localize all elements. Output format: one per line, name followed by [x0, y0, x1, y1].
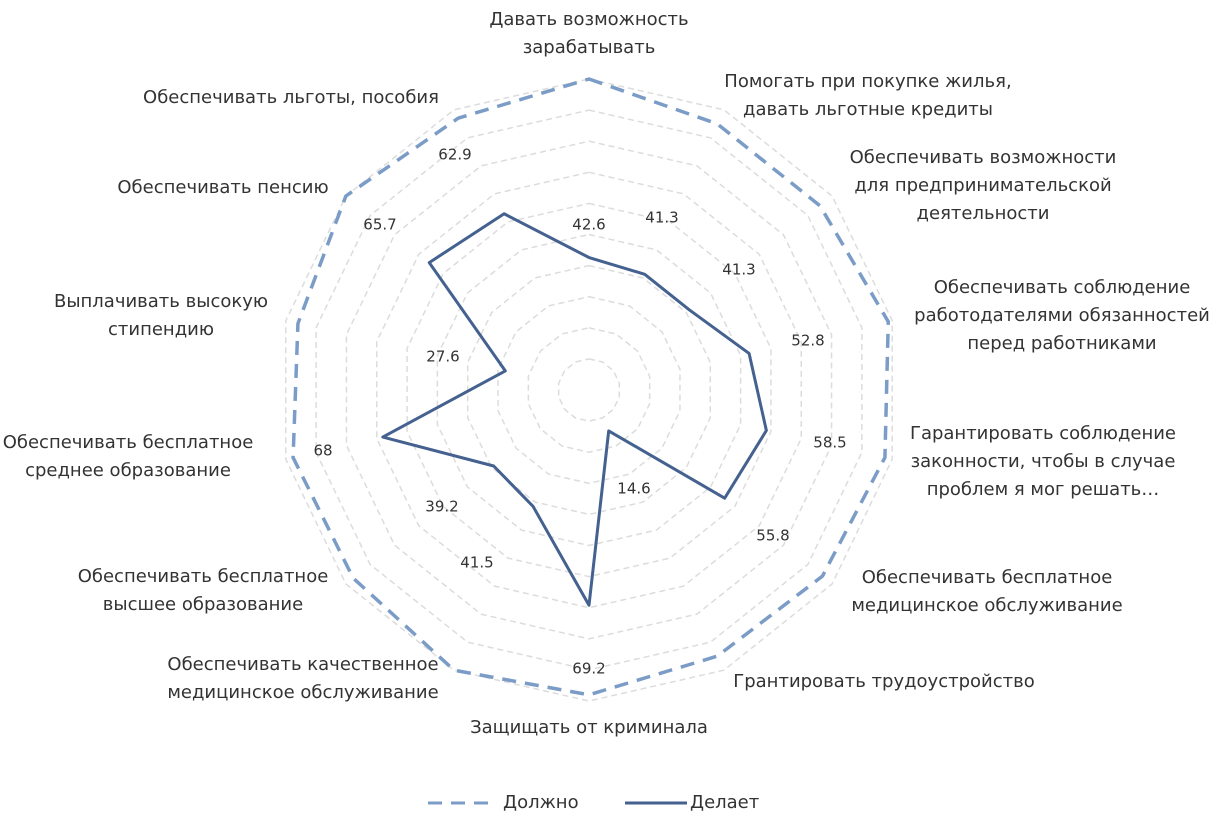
- grid-ring: [497, 295, 681, 485]
- category-label: Обеспечивать пенсию: [117, 177, 328, 198]
- category-label: Грантировать трудоустройство: [733, 671, 1034, 692]
- category-label: Обеспечивать возможности для предпринимат…: [850, 147, 1117, 224]
- category-label: Обеспечивать бесплатное высшее образовани…: [78, 566, 329, 615]
- category-label: Обеспечивать бесплатное медицинское обслу…: [851, 567, 1122, 616]
- data-label: 62.9: [438, 146, 471, 164]
- category-label: Обеспечивать соблюдение работодателями об…: [914, 277, 1210, 354]
- category-label: Защищать от криминала: [470, 717, 708, 738]
- grid-ring: [285, 78, 893, 702]
- data-label: 52.8: [791, 332, 824, 350]
- grid-ring: [557, 358, 621, 422]
- data-label: 69.2: [572, 660, 605, 678]
- data-label: 41.3: [722, 261, 755, 279]
- data-label: 41.5: [460, 554, 493, 572]
- category-label: Выплачивать высокую стипендию: [54, 291, 268, 340]
- category-label: Обеспечивать качественное медицинское обс…: [167, 654, 438, 703]
- data-label: 27.6: [426, 348, 459, 366]
- legend-label: Должно: [503, 792, 579, 813]
- category-label: Обеспечивать бесплатное среднее образован…: [3, 432, 254, 481]
- category-label: Обеспечивать льготы, пособия: [143, 87, 439, 108]
- data-label: 68: [313, 442, 332, 460]
- data-label: 41.3: [645, 209, 678, 227]
- data-label: 65.7: [363, 216, 396, 234]
- data-label: 14.6: [617, 480, 650, 498]
- grid-ring: [406, 202, 772, 578]
- category-label: Помогать при покупке жилья, давать льготн…: [724, 71, 1011, 120]
- data-label: 58.5: [813, 434, 846, 452]
- data-label: 39.2: [425, 498, 458, 516]
- category-label: Гарантировать соблюдение законности, чтоб…: [910, 423, 1176, 500]
- grid-ring: [527, 327, 651, 453]
- legend-label: Делает: [690, 792, 759, 813]
- series-line: [381, 212, 768, 607]
- grid-ring: [436, 233, 742, 547]
- category-label: Давать возможность зарабатывать: [489, 9, 688, 58]
- data-label: 55.8: [756, 527, 789, 545]
- grid-ring: [466, 264, 712, 516]
- series-line: [291, 77, 891, 697]
- grid-ring: [376, 171, 802, 609]
- data-label: 42.6: [572, 216, 605, 234]
- grid-ring: [315, 109, 863, 671]
- grid-ring: [345, 140, 833, 640]
